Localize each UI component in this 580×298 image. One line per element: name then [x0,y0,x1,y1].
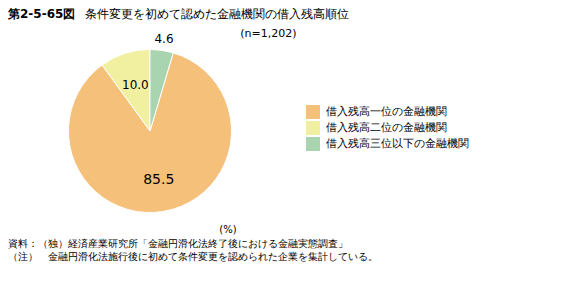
html-text:条件変更を初めて認めた金融機関の借入残高順位: 条件変更を初めて認めた金融機関の借入残高順位 [85,7,350,21]
svg-text:4.6: 4.6 [154,32,173,46]
html-text:第2-5-65図: 第2-5-65図 [8,7,76,21]
svg-text:10.0: 10.0 [122,78,149,92]
html-text:借入残高三位以下の金融機関: 借入残高三位以下の金融機関 [325,137,469,151]
svg-text:85.5: 85.5 [143,171,174,187]
html-text:借入残高一位の金融機関: 借入残高一位の金融機関 [325,105,447,119]
html-text:（注） 金融円滑化法施行後に初めて条件変更を認められた企業を: （注） 金融円滑化法施行後に初めて条件変更を認められた企業を集計している。 [8,251,378,262]
html-text:借入残高二位の金融機関: 借入残高二位の金融機関 [325,121,447,135]
html-text:資料：（独）経済産業研究所「金融円滑化法終了後における金融実: 資料：（独）経済産業研究所「金融円滑化法終了後における金融実態調査」 [8,238,348,249]
svg-text:(%): (%) [219,224,236,235]
svg-text:(n=1,202): (n=1,202) [240,27,296,40]
